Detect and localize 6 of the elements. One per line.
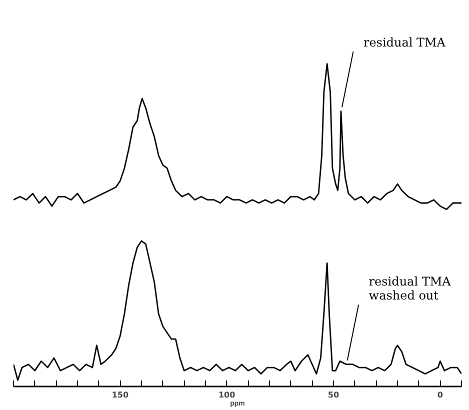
x-tick-label: 100 bbox=[218, 390, 236, 400]
x-tick-label: 50 bbox=[328, 390, 340, 400]
annotation: residual TMA bbox=[363, 36, 446, 50]
x-tick-label: 150 bbox=[112, 390, 129, 400]
annotation: residual TMA washed out bbox=[368, 274, 452, 303]
x-tick-label: 0 bbox=[437, 390, 444, 400]
